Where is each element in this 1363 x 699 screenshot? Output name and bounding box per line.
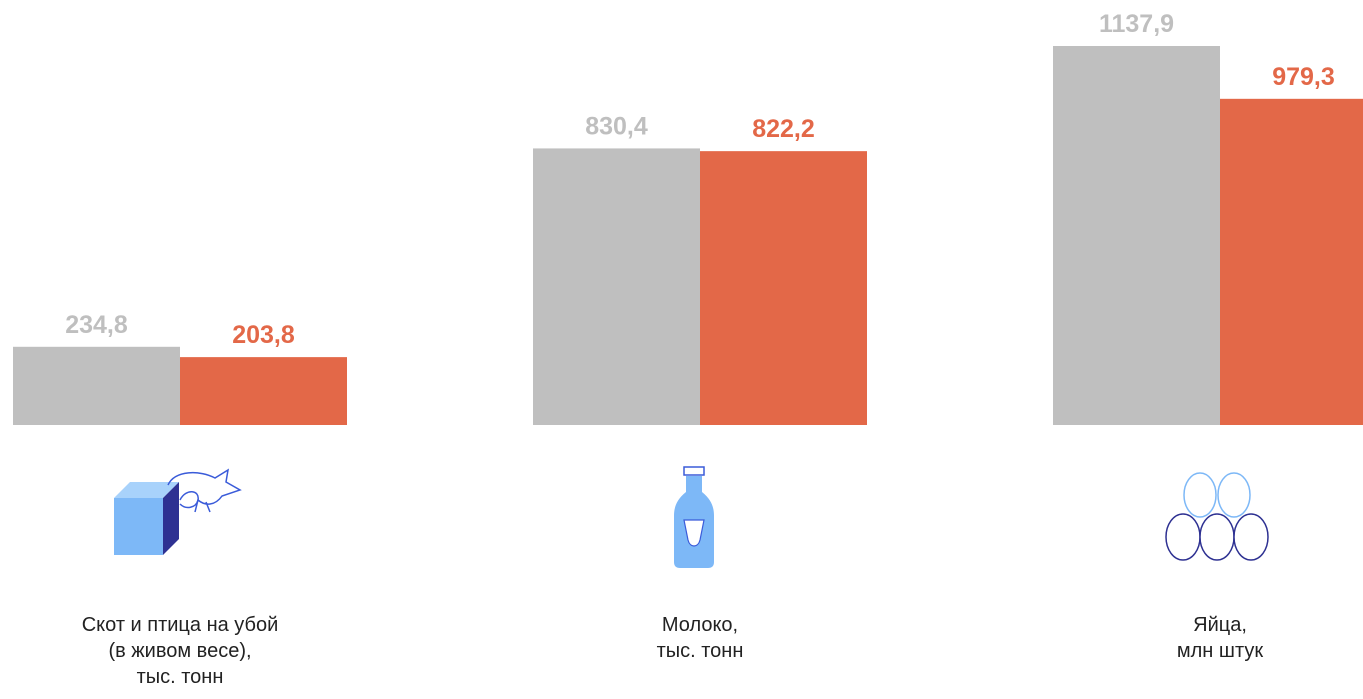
- value-label: 822,2: [752, 115, 815, 143]
- milk-icon: [674, 466, 714, 568]
- category-label: Яйца, млн штук: [1176, 614, 1264, 662]
- bar: [13, 346, 180, 425]
- bar: [700, 151, 867, 426]
- category-label: Молоко, тыс. тонн: [656, 614, 744, 662]
- bar: [180, 357, 347, 425]
- category-label: Скот и птица на убой (в живом весе), тыс…: [81, 614, 279, 688]
- value-label: 979,3: [1272, 63, 1335, 91]
- bar: [533, 148, 700, 425]
- eggs-icon: [1165, 472, 1269, 561]
- value-label: 203,8: [232, 321, 295, 349]
- value-label: 1137,9: [1099, 10, 1174, 38]
- bar: [1053, 46, 1220, 425]
- value-label: 234,8: [65, 311, 128, 339]
- value-label: 830,4: [585, 112, 648, 140]
- meat-icon: [114, 468, 242, 555]
- bar: [1220, 98, 1363, 425]
